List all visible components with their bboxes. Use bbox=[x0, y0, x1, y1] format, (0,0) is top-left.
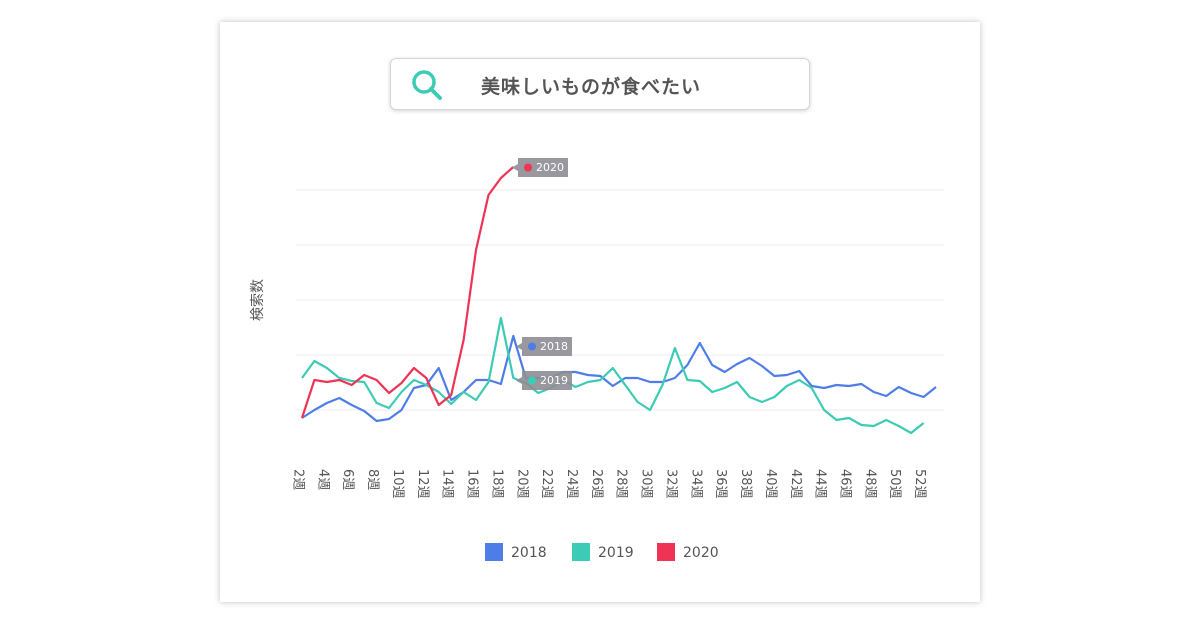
search-query: 美味しいものが食べたい bbox=[481, 76, 702, 98]
search-box[interactable]: 美味しいものが食べたい bbox=[390, 58, 810, 110]
search-icon bbox=[412, 70, 442, 100]
